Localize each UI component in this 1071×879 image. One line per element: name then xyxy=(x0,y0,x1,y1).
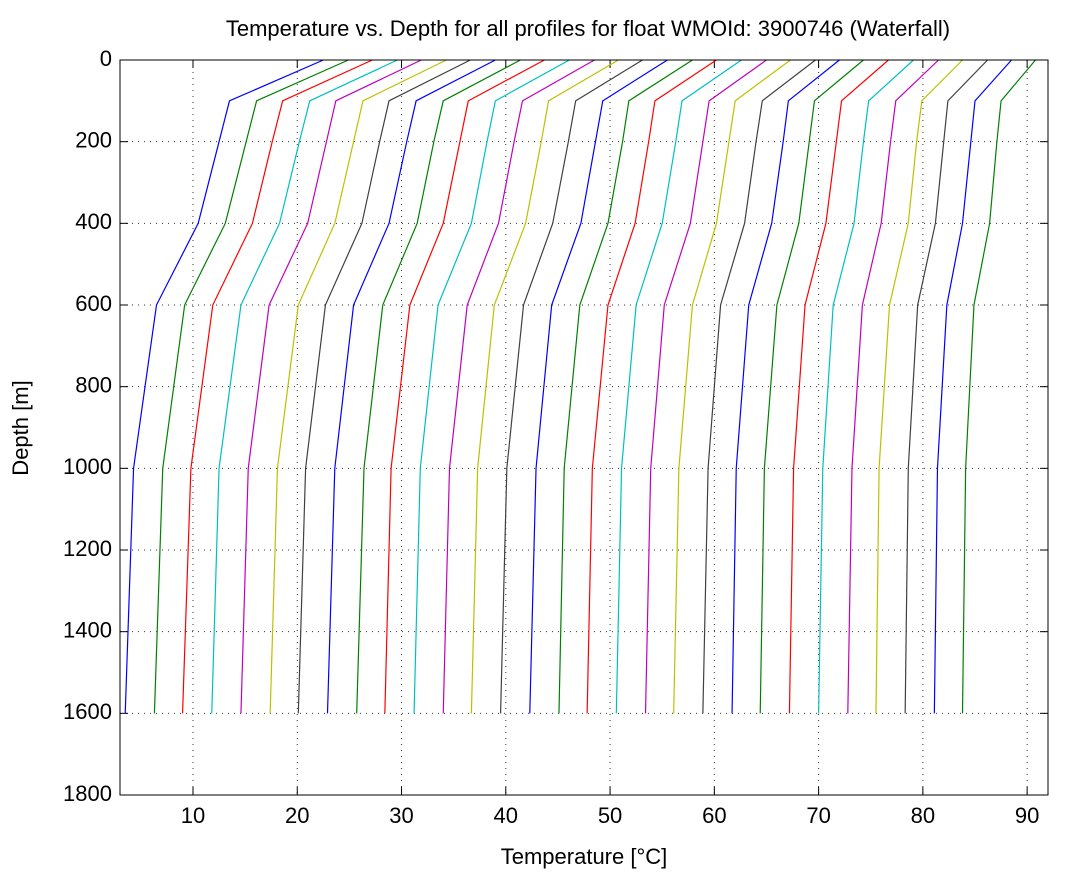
profile-line xyxy=(529,59,668,714)
profile-line xyxy=(904,59,988,714)
profile-line xyxy=(124,59,324,714)
y-tick-label: 1600 xyxy=(63,699,112,724)
profile-line xyxy=(818,59,914,714)
profile-line xyxy=(702,59,816,714)
y-tick-label: 1800 xyxy=(63,781,112,806)
chart-title: Temperature vs. Depth for all profiles f… xyxy=(226,16,950,41)
y-tick-label: 600 xyxy=(75,291,112,316)
x-tick-label: 50 xyxy=(598,803,622,828)
plot-frame xyxy=(119,59,1049,796)
x-tick-label: 40 xyxy=(494,803,518,828)
profile-line xyxy=(731,59,840,714)
y-tick-label: 0 xyxy=(100,46,112,71)
profile-line xyxy=(961,59,1036,714)
profile-line xyxy=(644,59,767,714)
x-tick-label: 60 xyxy=(702,803,726,828)
profile-line xyxy=(413,59,570,714)
x-tick-label: 10 xyxy=(181,803,205,828)
profile-line xyxy=(673,59,791,714)
profile-line xyxy=(442,59,595,714)
y-tick-label: 1200 xyxy=(63,536,112,561)
profile-line xyxy=(211,59,398,714)
profile-line xyxy=(558,59,693,714)
y-tick-label: 400 xyxy=(75,209,112,234)
profile-line xyxy=(269,59,447,714)
y-tick-label: 1000 xyxy=(63,454,112,479)
y-tick-label: 1400 xyxy=(63,617,112,642)
profile-line xyxy=(470,59,619,714)
profile-line xyxy=(933,59,1012,714)
y-axis-label: Depth [m] xyxy=(8,380,33,475)
profile-line xyxy=(586,59,717,714)
profile-line xyxy=(875,59,963,714)
profile-line xyxy=(356,59,521,714)
x-tick-label: 70 xyxy=(806,803,830,828)
profile-line xyxy=(847,59,939,714)
profile-line xyxy=(384,59,545,714)
y-tick-label: 200 xyxy=(75,127,112,152)
profile-line xyxy=(499,59,643,714)
y-tick-label: 800 xyxy=(75,372,112,397)
profile-line xyxy=(181,59,373,714)
x-axis-label: Temperature [°C] xyxy=(501,844,668,869)
profile-line xyxy=(297,59,471,714)
x-tick-label: 20 xyxy=(285,803,309,828)
x-tick-label: 90 xyxy=(1015,803,1039,828)
profile-line xyxy=(240,59,422,714)
x-tick-label: 80 xyxy=(911,803,935,828)
profile-line xyxy=(615,59,742,714)
profile-line xyxy=(759,59,864,714)
profile-line xyxy=(326,59,496,714)
x-tick-label: 30 xyxy=(389,803,413,828)
profile-line xyxy=(153,59,349,714)
profile-line xyxy=(788,59,889,714)
